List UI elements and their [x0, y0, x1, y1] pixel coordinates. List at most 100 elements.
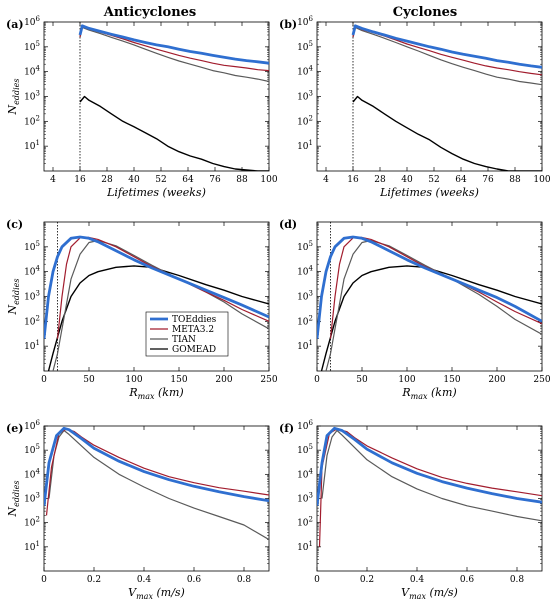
- x-tick-label: 0: [41, 375, 47, 385]
- y-tick-label: 103: [24, 90, 40, 103]
- x-tick-label: 28: [374, 175, 386, 185]
- plot-area: [316, 425, 543, 572]
- x-tick-label: 100: [533, 175, 550, 185]
- x-tick-label: 4: [50, 175, 56, 185]
- y-tick-label: 102: [24, 314, 40, 327]
- y-tick-label: 104: [24, 65, 40, 78]
- x-axis-label: Vmax (m/s): [401, 586, 458, 601]
- y-tick-label: 104: [297, 467, 313, 480]
- series-line-gomead: [79, 95, 269, 171]
- y-tick-label: 101: [24, 139, 40, 152]
- x-tick-label: 50: [83, 375, 95, 385]
- x-tick-label: 88: [236, 175, 248, 185]
- y-tick-label: 105: [297, 240, 313, 253]
- panel-f: 101 102 103 104 105 106 0 0.2 0.4 0.6 0.8 (f) Vmax (…: [279, 419, 543, 601]
- x-axis-label: Vmax (m/s): [128, 586, 185, 601]
- x-tick-label: 16: [347, 175, 359, 185]
- y-tick-label: 105: [24, 240, 40, 253]
- legend-label: META3.2: [172, 325, 214, 335]
- x-tick-label: 0.8: [510, 575, 525, 585]
- legend-label: TIAN: [172, 335, 196, 345]
- plot-area: [43, 21, 270, 172]
- y-tick-label: 106: [24, 15, 40, 28]
- panel-label: (d): [279, 218, 297, 231]
- plot-area: [316, 221, 543, 372]
- y-tick-label: 102: [24, 114, 40, 127]
- x-tick-label: 0.6: [187, 575, 202, 585]
- y-tick-label: 101: [297, 339, 313, 352]
- panel-d: 101 102 103 104 105 0 50 100 150 200 250 (d) Rmax (k…: [279, 218, 550, 401]
- x-tick-label: 76: [209, 175, 221, 185]
- panel-e: 101 102 103 104 105 106 0 0.2 0.4 0.6 0.8 (e) Vmax (…: [6, 419, 270, 601]
- y-tick-label: 104: [297, 65, 313, 78]
- y-axis-label: Neddies: [6, 279, 21, 316]
- x-tick-label: 40: [401, 175, 413, 185]
- x-axis-label: Rmax (km): [401, 386, 456, 401]
- y-tick-label: 104: [297, 265, 313, 278]
- y-tick-label: 102: [24, 516, 40, 529]
- x-tick-label: 100: [398, 375, 415, 385]
- y-axis-label: Neddies: [6, 481, 21, 518]
- x-tick-label: 88: [509, 175, 521, 185]
- x-tick-label: 0.2: [87, 575, 101, 585]
- y-tick-label: 105: [297, 443, 313, 456]
- x-tick-label: 0.4: [410, 575, 425, 585]
- x-tick-label: 0: [41, 575, 47, 585]
- series-line-meta32: [56, 236, 269, 339]
- x-tick-label: 200: [488, 375, 505, 385]
- y-axis-label: Neddies: [6, 79, 21, 116]
- y-tick-label: 102: [297, 516, 313, 529]
- y-tick-label: 103: [297, 492, 313, 505]
- x-tick-label: 100: [260, 175, 277, 185]
- x-tick-label: 0.4: [137, 575, 152, 585]
- x-tick-label: 52: [155, 175, 166, 185]
- y-tick-label: 102: [297, 114, 313, 127]
- panel-label: (a): [6, 18, 24, 31]
- panel-label: (c): [6, 218, 23, 231]
- y-tick-label: 101: [24, 339, 40, 352]
- series-line-toeddies: [317, 235, 542, 339]
- y-tick-label: 101: [297, 139, 313, 152]
- x-tick-label: 64: [182, 175, 194, 185]
- y-tick-label: 106: [297, 15, 313, 28]
- series-line-tian: [321, 429, 542, 522]
- x-tick-label: 4: [323, 175, 329, 185]
- x-tick-label: 0: [314, 575, 320, 585]
- column-title-cyclones: Cyclones: [393, 5, 457, 20]
- y-tick-label: 103: [297, 90, 313, 103]
- series-line-meta32: [329, 236, 542, 339]
- y-tick-label: 103: [24, 492, 40, 505]
- x-tick-label: 0.2: [360, 575, 374, 585]
- x-tick-label: 250: [260, 375, 277, 385]
- x-tick-label: 200: [215, 375, 232, 385]
- series-line-tian: [79, 26, 269, 83]
- legend-label: TOEddies: [172, 315, 217, 325]
- y-tick-label: 105: [24, 40, 40, 53]
- y-tick-label: 101: [24, 540, 40, 553]
- x-tick-label: 0: [314, 375, 320, 385]
- panel-a: 101 102 103 104 105 106 4 16 28 40 52 64 76 88 100 (a) L…: [6, 15, 278, 199]
- plot-area: [43, 425, 270, 572]
- y-tick-label: 101: [297, 540, 313, 553]
- panel-label: (e): [6, 422, 23, 435]
- series-line-tian: [48, 429, 269, 541]
- series-line-toeddies: [44, 235, 269, 339]
- y-tick-label: 103: [297, 290, 313, 303]
- column-title-anticyclones: Anticyclones: [103, 5, 197, 20]
- x-tick-label: 150: [170, 375, 187, 385]
- panel-label: (f): [279, 422, 294, 435]
- x-tick-label: 16: [74, 175, 86, 185]
- x-tick-label: 0.8: [237, 575, 252, 585]
- x-tick-label: 50: [356, 375, 368, 385]
- y-tick-label: 103: [24, 290, 40, 303]
- y-tick-label: 102: [297, 314, 313, 327]
- x-tick-label: 250: [533, 375, 550, 385]
- series-line-gomead: [352, 95, 542, 171]
- series-line-toeddies: [78, 24, 269, 65]
- panel-label: (b): [279, 18, 297, 31]
- series-line-toeddies: [351, 24, 542, 69]
- x-tick-label: 100: [125, 375, 142, 385]
- x-axis-label: Lifetimes (weeks): [379, 186, 479, 199]
- series-line-toeddies: [44, 426, 269, 506]
